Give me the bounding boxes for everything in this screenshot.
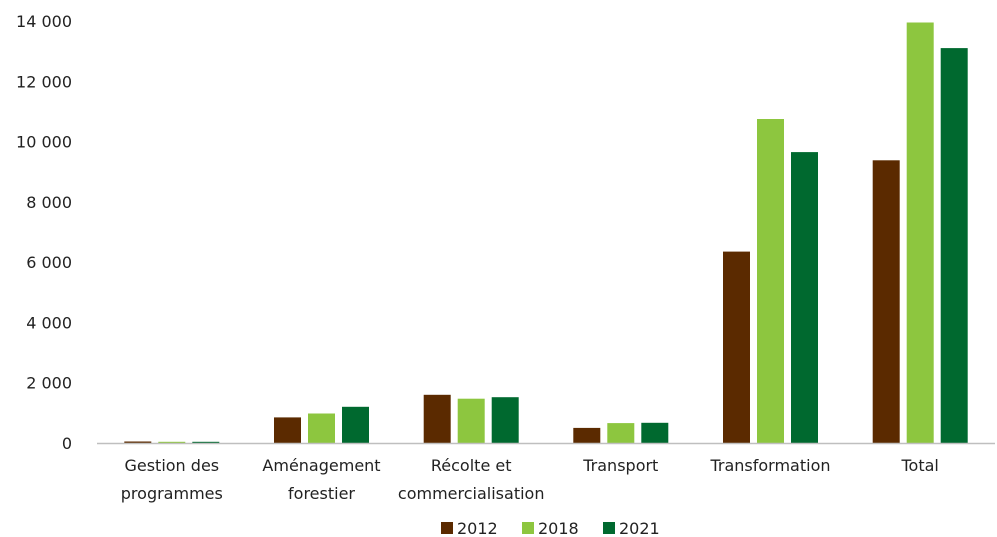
legend-item: 2012 <box>441 519 498 537</box>
x-tick-label: Transport <box>582 456 658 475</box>
bar-2021 <box>791 152 818 443</box>
bar-2018 <box>607 423 635 443</box>
legend-swatch <box>603 522 615 534</box>
bar-2012 <box>124 441 152 443</box>
x-tick-label: forestier <box>288 484 355 503</box>
legend-label: 2018 <box>538 519 579 537</box>
y-tick-label: 0 <box>62 434 72 453</box>
bar-2021 <box>342 406 369 443</box>
bar-2021 <box>192 441 220 443</box>
y-tick-label: 12 000 <box>16 72 72 91</box>
y-tick-label: 4 000 <box>26 313 72 332</box>
bar-2012 <box>573 427 601 443</box>
bar-2018 <box>906 22 934 443</box>
legend-swatch <box>522 522 534 534</box>
x-tick-label: Transformation <box>709 456 830 475</box>
bar-2018 <box>457 398 485 443</box>
legend-item: 2018 <box>522 519 579 537</box>
bar-2012 <box>274 417 301 443</box>
y-tick-label: 8 000 <box>26 193 72 212</box>
bar-2018 <box>158 441 186 443</box>
y-tick-label: 10 000 <box>16 133 72 152</box>
bar-2018 <box>308 413 335 443</box>
legend-item: 2021 <box>603 519 660 537</box>
bar-2021 <box>940 48 968 443</box>
legend-label: 2012 <box>457 519 498 537</box>
legend-label: 2021 <box>619 519 660 537</box>
x-tick-label: Récolte et <box>431 456 512 475</box>
x-tick-label: Aménagement <box>262 456 380 475</box>
bars <box>124 22 968 444</box>
legend: 2012 2018 2021 <box>441 519 660 537</box>
legend-swatch <box>441 522 453 534</box>
x-tick-label: Total <box>901 456 939 475</box>
y-tick-label: 2 000 <box>26 374 72 393</box>
y-tick-label: 6 000 <box>26 253 72 272</box>
x-tick-label: commercialisation <box>398 484 545 503</box>
y-tick-label: 14 000 <box>16 12 72 31</box>
x-axis: Gestion des programmes Aménagement forestie… <box>121 456 939 503</box>
bar-2012 <box>872 160 900 444</box>
bar-2018 <box>757 119 784 443</box>
bar-2012 <box>723 251 750 443</box>
x-tick-label: programmes <box>121 484 223 503</box>
x-tick-label: Gestion des <box>124 456 219 475</box>
bar-2021 <box>641 422 669 443</box>
y-axis: 0 2 000 4 000 6 000 8 000 10 000 12 000 14 000 <box>16 12 72 453</box>
bar-2021 <box>491 397 519 443</box>
bar-2012 <box>423 394 451 443</box>
